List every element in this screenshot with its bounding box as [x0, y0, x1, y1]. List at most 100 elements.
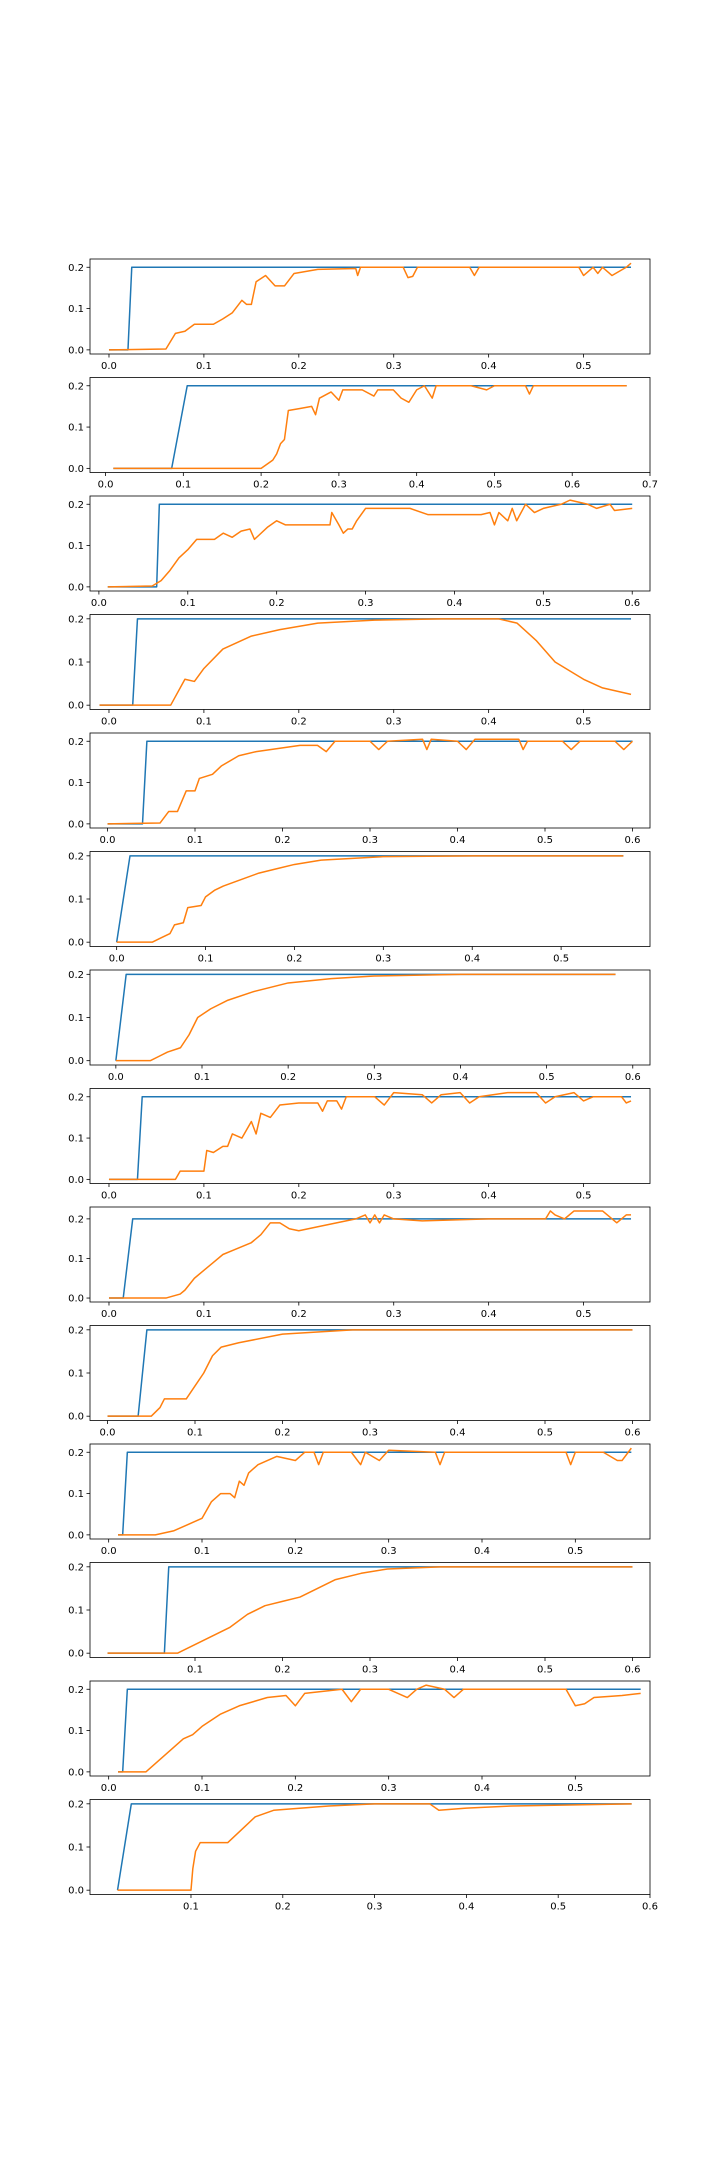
step-series-line: [99, 618, 632, 706]
x-tick-label: 0.3: [362, 1428, 378, 1439]
x-tick-label: 0.1: [187, 1665, 203, 1676]
x-tick-label: 0.2: [291, 1191, 307, 1202]
x-tick-label: 0.1: [198, 954, 214, 965]
y-tick-label: 0.0: [68, 1294, 84, 1305]
x-tick-label: 0.1: [194, 1546, 210, 1557]
y-tick-label: 0.1: [68, 1726, 84, 1737]
x-tick-label: 0.1: [175, 480, 191, 491]
x-tick-label: 0.2: [291, 361, 307, 372]
axes-frame: [89, 258, 651, 355]
x-tick-label: 0.5: [576, 1309, 592, 1320]
subplot-2: 0.0 0.1 0.2 0.3 0.4 0.5 0.6 0.7 0.0 0.1 0.2: [68, 377, 658, 491]
subplot-12: 0.1 0.2 0.3 0.4 0.5 0.6 0.0 0.1 0.2: [68, 1562, 651, 1676]
axes-frame: [89, 1799, 651, 1895]
x-tick-label: 0.3: [381, 1783, 397, 1794]
step-series-line: [108, 1096, 632, 1181]
x-tick-label: 0.5: [539, 1072, 555, 1083]
x-tick-label: 0.1: [187, 835, 203, 846]
x-tick-label: 0.0: [91, 598, 107, 609]
x-tick-label: 0.3: [381, 1546, 397, 1557]
x-tick-label: 0.2: [275, 835, 291, 846]
y-tick-label: 0.1: [68, 1606, 84, 1617]
step-series-line: [107, 1566, 633, 1654]
x-tick-label: 0.2: [287, 1546, 303, 1557]
x-tick-label: 0.4: [481, 1191, 497, 1202]
y-tick-label: 0.1: [68, 1843, 84, 1854]
y-tick-label: 0.2: [68, 263, 84, 274]
axes-frame: [89, 1680, 651, 1777]
x-tick-label: 0.6: [564, 480, 580, 491]
y-tick-label: 0.1: [68, 658, 84, 669]
x-tick-label: 0.4: [450, 1665, 466, 1676]
y-tick-label: 0.0: [68, 1649, 84, 1660]
x-tick-label: 0.5: [537, 1665, 553, 1676]
x-tick-label: 0.4: [450, 1428, 466, 1439]
response-series-line: [99, 618, 632, 706]
axes-frame: [89, 1562, 651, 1658]
x-tick-label: 0.4: [458, 1902, 474, 1913]
x-tick-label: 0.3: [362, 835, 378, 846]
response-series-line: [117, 1803, 632, 1891]
x-tick-label: 0.5: [537, 835, 553, 846]
y-tick-label: 0.1: [68, 895, 84, 906]
subplot-11: 0.0 0.1 0.2 0.3 0.4 0.5 0.0 0.1 0.2: [68, 1443, 651, 1557]
x-tick-label: 0.5: [535, 598, 551, 609]
y-tick-label: 0.0: [68, 1530, 84, 1541]
step-series-line: [113, 385, 627, 470]
x-tick-label: 0.5: [576, 717, 592, 728]
y-tick-label: 0.1: [68, 423, 84, 434]
x-tick-label: 0.3: [386, 1309, 402, 1320]
y-tick-label: 0.2: [68, 1562, 84, 1573]
y-tick-label: 0.0: [68, 1767, 84, 1778]
x-tick-label: 0.3: [362, 1665, 378, 1676]
response-series-line: [107, 1566, 633, 1654]
axes-frame: [89, 495, 651, 592]
x-tick-label: 0.4: [474, 1546, 490, 1557]
x-tick-label: 0.1: [196, 1309, 212, 1320]
subplot-13: 0.0 0.1 0.2 0.3 0.4 0.5 0.0 0.1 0.2: [68, 1680, 651, 1794]
y-tick-label: 0.2: [68, 381, 84, 392]
x-tick-label: 0.6: [625, 835, 641, 846]
x-tick-label: 0.4: [464, 954, 480, 965]
x-tick-label: 0.0: [101, 1309, 117, 1320]
x-tick-label: 0.3: [331, 480, 347, 491]
x-tick-label: 0.2: [269, 598, 285, 609]
x-tick-label: 0.5: [553, 954, 569, 965]
x-tick-label: 0.1: [196, 1191, 212, 1202]
step-series-line: [107, 740, 633, 825]
x-tick-label: 0.6: [625, 1428, 641, 1439]
x-tick-label: 0.4: [481, 361, 497, 372]
x-tick-label: 0.5: [550, 1902, 566, 1913]
x-tick-label: 0.4: [474, 1783, 490, 1794]
x-tick-label: 0.1: [194, 1072, 210, 1083]
axes-frame: [89, 1088, 651, 1184]
subplot-5: 0.0 0.1 0.2 0.3 0.4 0.5 0.6 0.0 0.1 0.2: [68, 732, 651, 846]
response-series-line: [108, 1210, 632, 1299]
response-series-line: [107, 499, 633, 588]
y-tick-label: 0.1: [68, 1013, 84, 1024]
x-tick-label: 0.1: [183, 1902, 199, 1913]
x-tick-label: 0.3: [386, 1191, 402, 1202]
x-tick-label: 0.0: [98, 480, 114, 491]
x-tick-label: 0.1: [196, 717, 212, 728]
y-tick-label: 0.0: [68, 1886, 84, 1897]
x-tick-label: 0.3: [375, 954, 391, 965]
x-tick-label: 0.4: [453, 1072, 469, 1083]
y-tick-label: 0.0: [68, 819, 84, 830]
y-tick-label: 0.0: [68, 1056, 84, 1067]
y-tick-label: 0.0: [68, 1175, 84, 1186]
y-tick-label: 0.2: [68, 1799, 84, 1810]
y-tick-label: 0.1: [68, 1369, 84, 1380]
x-tick-label: 0.3: [367, 1902, 383, 1913]
step-series-line: [116, 1803, 632, 1891]
y-tick-label: 0.1: [68, 1254, 84, 1265]
step-series-line: [115, 855, 624, 943]
x-tick-label: 0.6: [642, 1902, 658, 1913]
response-series-line: [115, 973, 616, 1062]
subplot-9: 0.0 0.1 0.2 0.3 0.4 0.5 0.0 0.1 0.2: [68, 1206, 651, 1320]
x-tick-label: 0.6: [625, 1665, 641, 1676]
axes-frame: [89, 1206, 651, 1303]
subplot-6: 0.0 0.1 0.2 0.3 0.4 0.5 0.0 0.1 0.2: [68, 851, 651, 965]
step-series-line: [107, 503, 633, 588]
y-tick-label: 0.0: [68, 345, 84, 356]
